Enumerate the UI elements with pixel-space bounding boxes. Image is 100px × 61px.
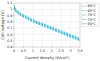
legend-swatch (83, 10, 87, 11)
legend-swatch (83, 6, 87, 7)
series-line (14, 8, 80, 41)
legend: 60°C65°C70°C75°C80°C (82, 3, 100, 27)
x-tick-label: 3 (69, 49, 71, 53)
legend-swatch (83, 23, 87, 24)
chart: 0 0.5 1 1.5 2 2.5 3 3.5 0.4 0.5 0.6 0.7 0.8 0.9 1 1.1 Cu… (0, 0, 100, 61)
y-axis-label: Cell voltage (V) (0, 10, 5, 40)
legend-label: 75°C (88, 18, 97, 22)
x-grid-line (51, 3, 52, 47)
x-grid-line (23, 3, 24, 47)
x-tick-label: 1.5 (39, 49, 45, 53)
series-line (14, 7, 80, 40)
y-tick-label: 0.7 (7, 26, 13, 30)
axes: 0 0.5 1 1.5 2 2.5 3 3.5 0.4 0.5 0.6 0.7 0.8 0.9 1 1.1 (7, 1, 83, 52)
y-tick-label: 0.4 (7, 45, 13, 49)
x-tick-label: 0.5 (21, 49, 27, 53)
legend-frame (82, 3, 100, 27)
legend-label: 60°C (88, 4, 97, 8)
y-grid-line (14, 40, 80, 41)
y-grid-line (14, 9, 80, 10)
x-grid-line (70, 3, 71, 47)
legend-swatch (83, 15, 87, 16)
y-tick-label: 0.6 (7, 33, 13, 37)
plot-frame (14, 3, 80, 47)
grid (14, 3, 80, 47)
legend-swatch (83, 19, 87, 20)
y-tick-label: 1.1 (7, 1, 13, 5)
series-line (14, 6, 80, 39)
legend-label: 65°C (88, 9, 97, 13)
series-line (14, 7, 80, 40)
legend-label: 70°C (88, 13, 97, 17)
legend-label: 80°C (88, 22, 97, 26)
y-tick-label: 1 (10, 7, 12, 11)
x-axis-label: Current density (A/cm²) (25, 55, 70, 60)
y-tick-label: 0.8 (7, 20, 13, 24)
y-tick-label: 0.5 (7, 39, 13, 43)
x-grid-line (61, 3, 62, 47)
x-tick-label: 0 (13, 49, 15, 53)
y-tick-label: 0.9 (7, 14, 13, 18)
x-grid-line (32, 3, 33, 47)
x-tick-label: 3.5 (77, 49, 83, 53)
x-tick-label: 1 (32, 49, 34, 53)
series-line (14, 6, 80, 39)
x-tick-label: 2.5 (58, 49, 64, 53)
lines (14, 6, 80, 41)
y-grid-line (14, 21, 80, 22)
x-tick-label: 2 (51, 49, 53, 53)
